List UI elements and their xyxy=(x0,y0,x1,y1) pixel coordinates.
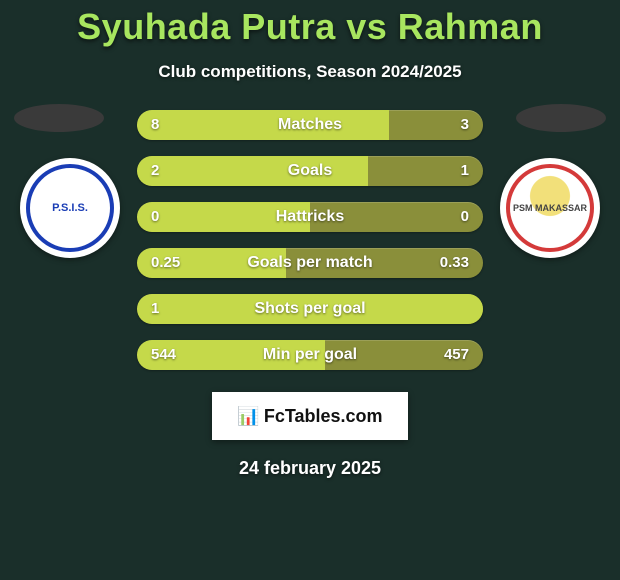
date-label: 24 february 2025 xyxy=(0,458,620,479)
stat-bar-label: Shots per goal xyxy=(137,294,483,324)
stat-bar: Goals2 1 xyxy=(137,156,483,186)
stat-bar-label: Min per goal xyxy=(137,340,483,370)
stat-value-right: 1 xyxy=(461,156,469,186)
stat-value-left: 1 xyxy=(151,294,159,324)
stat-value-right: 457 xyxy=(444,340,469,370)
stat-value-right: 0 xyxy=(461,202,469,232)
subtitle: Club competitions, Season 2024/2025 xyxy=(0,62,620,82)
chart-icon: 📊 xyxy=(237,406,257,427)
team-crest-left: P.S.I.S. xyxy=(20,158,120,258)
stat-value-left: 544 xyxy=(151,340,176,370)
crest-label-left: P.S.I.S. xyxy=(26,164,114,252)
stat-value-right: 3 xyxy=(461,110,469,140)
stat-value-left: 0.25 xyxy=(151,248,180,278)
stat-bar: Goals per match0.25 0.33 xyxy=(137,248,483,278)
stat-value-left: 8 xyxy=(151,110,159,140)
stat-bar-label: Goals xyxy=(137,156,483,186)
stat-bar: Matches8 3 xyxy=(137,110,483,140)
shadow-ellipse-right xyxy=(516,104,606,132)
stat-bar-label: Goals per match xyxy=(137,248,483,278)
stat-value-left: 2 xyxy=(151,156,159,186)
stat-bar: Shots per goal1 xyxy=(137,294,483,324)
stat-bar-label: Hattricks xyxy=(137,202,483,232)
stat-bar: Hattricks0 0 xyxy=(137,202,483,232)
page-title: Syuhada Putra vs Rahman xyxy=(0,0,620,48)
stat-bar-label: Matches xyxy=(137,110,483,140)
stat-bar: Min per goal544 457 xyxy=(137,340,483,370)
branding-badge[interactable]: 📊 FcTables.com xyxy=(212,392,408,440)
branding-text: FcTables.com xyxy=(264,406,383,427)
stat-bars: Matches8 3 Goals2 1 Hattricks0 0 Goals per mat… xyxy=(137,110,483,370)
team-crest-right: PSM MAKASSAR xyxy=(500,158,600,258)
shadow-ellipse-left xyxy=(14,104,104,132)
stat-value-right: 0.33 xyxy=(440,248,469,278)
crest-label-right: PSM MAKASSAR xyxy=(506,164,594,252)
stat-value-left: 0 xyxy=(151,202,159,232)
comparison-arena: P.S.I.S. PSM MAKASSAR Matches8 3 Goals2 1 Ha… xyxy=(0,110,620,370)
